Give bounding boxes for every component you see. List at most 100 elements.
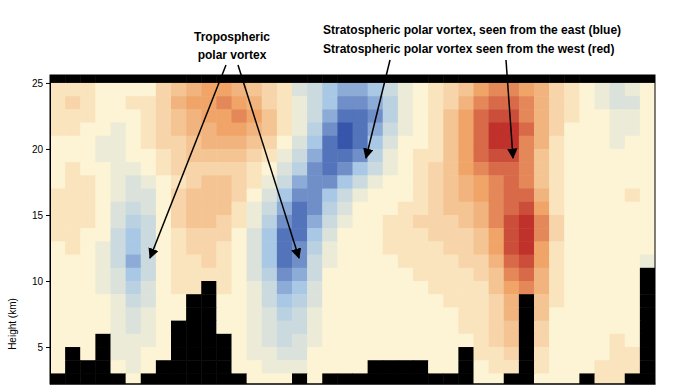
heatmap-cell (625, 175, 641, 189)
heatmap-cell (458, 175, 474, 189)
heatmap-cell (398, 294, 414, 308)
heatmap-cell (50, 175, 66, 189)
heatmap-cell (232, 123, 248, 137)
heatmap-cell (277, 215, 293, 229)
heatmap-cell (171, 75, 187, 83)
heatmap-cell (610, 307, 626, 321)
heatmap-cell (579, 268, 595, 282)
heatmap-cell (111, 109, 127, 123)
heatmap-cell (534, 109, 550, 123)
heatmap-cell (625, 360, 641, 374)
heatmap-cell (95, 96, 111, 110)
heatmap-cell (307, 347, 323, 361)
heatmap-cell (156, 321, 172, 335)
heatmap-cell (474, 75, 490, 83)
heatmap-cell (111, 75, 127, 83)
heatmap-cell (232, 321, 248, 335)
heatmap-cell (262, 228, 278, 242)
heatmap-cell (277, 149, 293, 163)
heatmap-cell (413, 202, 429, 216)
heatmap-cell (353, 215, 369, 229)
heatmap-cell (95, 294, 111, 308)
heatmap-cell (413, 373, 429, 384)
heatmap-cell (474, 307, 490, 321)
heatmap-cell (549, 175, 565, 189)
heatmap-cell (65, 215, 81, 229)
heatmap-cell (534, 373, 550, 384)
heatmap-cell (564, 294, 580, 308)
heatmap-cell (383, 215, 399, 229)
heatmap-cell (428, 83, 444, 97)
heatmap-cell (80, 215, 96, 229)
heatmap-cell (489, 75, 505, 83)
heatmap-cell (458, 321, 474, 335)
heatmap-cell (383, 136, 399, 150)
heatmap-cell (156, 149, 172, 163)
heatmap-cell (353, 360, 369, 374)
heatmap-cell (549, 373, 565, 384)
heatmap-cell (534, 347, 550, 361)
heatmap-cell (65, 162, 81, 176)
heatmap-cell (307, 360, 323, 374)
heatmap-cell (474, 347, 490, 361)
heatmap-cell (216, 109, 232, 123)
heatmap-cell (322, 255, 338, 269)
heatmap-cell (50, 189, 66, 203)
heatmap-cell (277, 241, 293, 255)
heatmap-cell (95, 215, 111, 229)
heatmap-cell (595, 162, 611, 176)
heatmap-cell (458, 109, 474, 123)
heatmap-cell (307, 321, 323, 335)
heatmap-cell (413, 175, 429, 189)
heatmap-cell (443, 189, 459, 203)
heatmap-cell (292, 215, 308, 229)
heatmap-cell (262, 149, 278, 163)
heatmap-cell (307, 215, 323, 229)
heatmap-cell (292, 347, 308, 361)
heatmap-cell (171, 149, 187, 163)
heatmap-cell (625, 123, 641, 137)
heatmap-cell (595, 347, 611, 361)
heatmap-cell (610, 241, 626, 255)
heatmap-cell (80, 294, 96, 308)
heatmap-cell (610, 202, 626, 216)
heatmap-cell (625, 281, 641, 295)
heatmap-cell (443, 96, 459, 110)
heatmap-cell (307, 189, 323, 203)
y-tick-label: 10 (32, 276, 44, 287)
heatmap-cell (126, 255, 142, 269)
heatmap-cell (50, 294, 66, 308)
heatmap-cell (398, 83, 414, 97)
heatmap-cell (564, 334, 580, 348)
heatmap-cell (443, 123, 459, 137)
heatmap-cell (232, 96, 248, 110)
heatmap-cell (610, 162, 626, 176)
heatmap-cell (262, 281, 278, 295)
heatmap-cell (489, 83, 505, 97)
heatmap-cell (474, 268, 490, 282)
heatmap-cell (443, 241, 459, 255)
heatmap-cell (610, 228, 626, 242)
heatmap-cell (277, 373, 293, 384)
heatmap-cell (504, 109, 520, 123)
heatmap-cell (549, 136, 565, 150)
heatmap-cell (489, 294, 505, 308)
heatmap-cell (171, 136, 187, 150)
heatmap-cell (292, 96, 308, 110)
heatmap-cell (322, 334, 338, 348)
heatmap-cell (277, 255, 293, 269)
heatmap-cell (428, 307, 444, 321)
heatmap-cell (201, 162, 217, 176)
heatmap-cell (398, 334, 414, 348)
heatmap-cell (579, 373, 595, 384)
heatmap-cell (625, 136, 641, 150)
heatmap-cell (353, 75, 369, 83)
heatmap-cell (549, 75, 565, 83)
heatmap-cell (519, 109, 535, 123)
heatmap-cell (579, 136, 595, 150)
heatmap-cell (519, 241, 535, 255)
heatmap-cell (413, 136, 429, 150)
heatmap-cell (549, 215, 565, 229)
heatmap-cell (292, 268, 308, 282)
heatmap-cell (156, 307, 172, 321)
